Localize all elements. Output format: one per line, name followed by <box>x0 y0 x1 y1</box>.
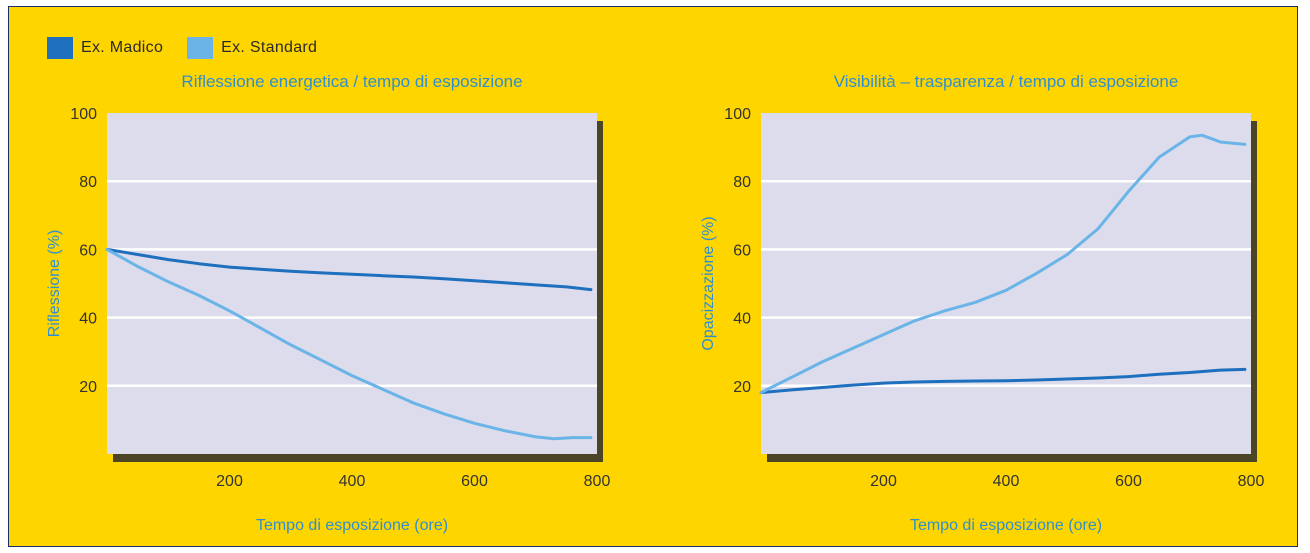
series-line-ex-standard <box>105 247 593 441</box>
y-axis-label: Opacizzazione (%) <box>700 216 717 350</box>
x-tick-label: 800 <box>584 473 611 490</box>
y-tick-label: 80 <box>733 174 751 191</box>
legend-swatch-standard <box>187 37 214 59</box>
y-axis-label: Riflessione (%) <box>46 230 63 338</box>
x-tick-label: 400 <box>993 473 1020 490</box>
reflection-chart: 20 40 60 80 100 200 400 600 800 Riflessione energ… <box>46 72 611 534</box>
series-line-ex-standard <box>759 133 1247 395</box>
x-axis-label: Tempo di esposizione (ore) <box>256 517 448 534</box>
chart-panel: Ex. Madico Ex. Standard 20 40 60 80 100 200 40… <box>8 6 1298 547</box>
legend-label-standard: Ex. Standard <box>221 39 318 56</box>
legend: Ex. Madico Ex. Standard <box>47 37 341 59</box>
y-tick-label: 100 <box>70 106 97 123</box>
x-tick-label: 400 <box>339 473 366 490</box>
chart-title: Visibilità – trasparenza / tempo di espo… <box>834 72 1179 91</box>
x-tick-label: 200 <box>216 473 243 490</box>
legend-label-madico: Ex. Madico <box>81 39 164 56</box>
series-line-ex-madico <box>105 247 593 292</box>
y-tick-label: 100 <box>724 106 751 123</box>
y-tick-label: 40 <box>79 311 97 328</box>
y-tick-label: 80 <box>79 174 97 191</box>
legend-item-madico: Ex. Madico <box>47 37 163 59</box>
y-tick-label: 60 <box>79 242 97 259</box>
x-tick-label: 600 <box>461 473 488 490</box>
x-tick-label: 200 <box>870 473 897 490</box>
series-line-ex-madico <box>759 367 1247 395</box>
x-axis-label: Tempo di esposizione (ore) <box>910 517 1102 534</box>
y-tick-label: 20 <box>79 379 97 396</box>
chart-title: Riflessione energetica / tempo di esposi… <box>181 72 522 91</box>
x-tick-label: 600 <box>1115 473 1142 490</box>
y-tick-label: 60 <box>733 242 751 259</box>
legend-item-standard: Ex. Standard <box>187 37 317 59</box>
y-tick-label: 40 <box>733 311 751 328</box>
legend-swatch-madico <box>47 37 73 59</box>
plot-area <box>761 113 1251 454</box>
visibility-chart: 20 40 60 80 100 200 400 600 800 Visibilità – tras… <box>700 72 1265 534</box>
y-tick-label: 20 <box>733 379 751 396</box>
x-tick-label: 800 <box>1238 473 1265 490</box>
